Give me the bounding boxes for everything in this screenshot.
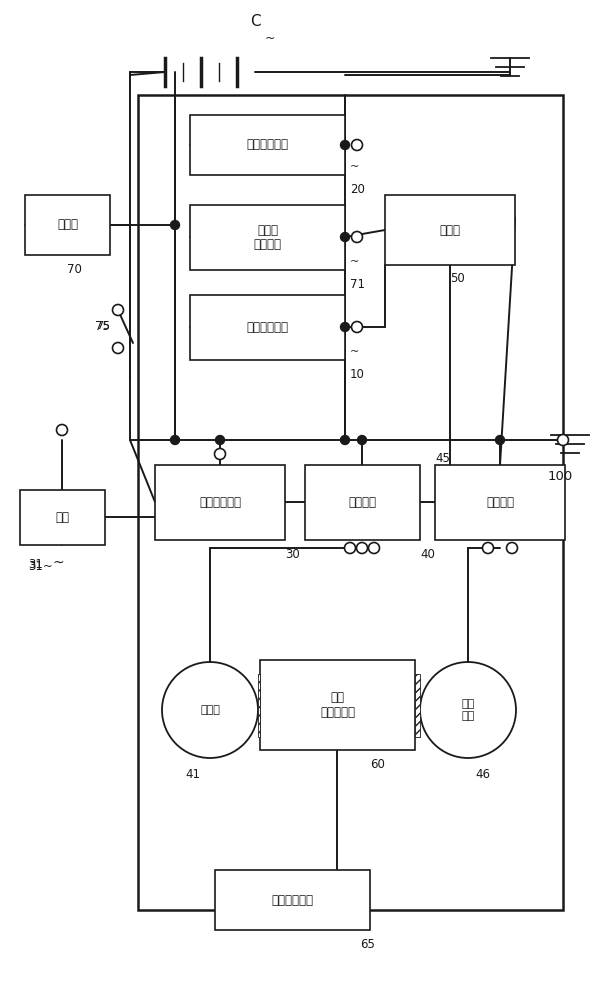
Bar — [305, 465, 420, 540]
Text: 20: 20 — [350, 183, 365, 196]
Circle shape — [356, 542, 367, 554]
Bar — [435, 465, 565, 540]
Circle shape — [558, 434, 568, 446]
Circle shape — [351, 139, 362, 150]
Circle shape — [215, 448, 226, 460]
Text: 继电器
驱动电路: 继电器 驱动电路 — [254, 224, 282, 251]
Text: 电压检测电路: 电压检测电路 — [246, 138, 289, 151]
Circle shape — [340, 140, 350, 149]
Text: 负载: 负载 — [55, 511, 69, 524]
Text: 10: 10 — [350, 368, 365, 381]
Bar — [155, 465, 285, 540]
Circle shape — [351, 322, 362, 332]
Text: 100: 100 — [548, 470, 573, 483]
Text: ~: ~ — [264, 31, 275, 44]
Text: ~: ~ — [350, 347, 359, 357]
Circle shape — [506, 542, 517, 554]
Bar — [190, 205, 345, 270]
Circle shape — [340, 322, 350, 332]
Bar — [260, 660, 415, 750]
Bar — [215, 870, 370, 930]
Bar — [415, 674, 420, 736]
Text: 70: 70 — [67, 263, 82, 276]
Bar — [190, 115, 345, 175]
Text: 驱动电路: 驱动电路 — [486, 496, 514, 509]
Bar — [385, 195, 515, 265]
Text: 31~: 31~ — [28, 560, 53, 573]
Text: 继电器: 继电器 — [57, 219, 78, 232]
Text: 46: 46 — [475, 768, 490, 781]
Circle shape — [57, 424, 67, 436]
Circle shape — [170, 221, 179, 230]
Bar — [138, 95, 563, 910]
Circle shape — [496, 436, 505, 444]
Text: 31: 31 — [28, 558, 43, 571]
Bar — [25, 195, 110, 255]
Circle shape — [170, 436, 179, 444]
Text: 75: 75 — [96, 321, 110, 331]
Text: 75: 75 — [95, 320, 110, 333]
Bar — [258, 674, 260, 736]
Circle shape — [358, 436, 367, 444]
Text: 40: 40 — [420, 548, 435, 561]
Circle shape — [340, 436, 350, 444]
Text: 45: 45 — [435, 452, 450, 465]
Text: ~: ~ — [52, 556, 64, 570]
Text: 30: 30 — [285, 548, 300, 561]
Text: 50: 50 — [450, 272, 465, 285]
Text: 起动
马达: 起动 马达 — [461, 699, 475, 721]
Circle shape — [351, 232, 362, 242]
Text: 整流电路: 整流电路 — [348, 496, 376, 509]
Circle shape — [112, 342, 123, 354]
Bar — [190, 295, 345, 360]
Text: 恒定电流电路: 恒定电流电路 — [246, 321, 289, 334]
Circle shape — [340, 232, 350, 241]
Text: 引擎
（内燃机）: 引擎 （内燃机） — [320, 691, 355, 719]
Circle shape — [368, 542, 379, 554]
Text: ~: ~ — [350, 257, 359, 267]
Text: 41: 41 — [185, 768, 200, 781]
Text: 60: 60 — [370, 758, 385, 771]
Circle shape — [215, 436, 224, 444]
Text: 71: 71 — [350, 278, 365, 291]
Circle shape — [483, 542, 494, 554]
Circle shape — [345, 542, 356, 554]
Text: 控制部: 控制部 — [440, 224, 460, 236]
Text: 负载控制电路: 负载控制电路 — [199, 496, 241, 509]
Circle shape — [112, 304, 123, 316]
Text: ~: ~ — [350, 162, 359, 172]
Bar — [20, 490, 105, 545]
Text: 外部驱动装置: 外部驱动装置 — [272, 894, 314, 906]
Text: 65: 65 — [360, 938, 375, 951]
Text: 发电机: 发电机 — [200, 705, 220, 715]
Text: C: C — [250, 14, 260, 29]
